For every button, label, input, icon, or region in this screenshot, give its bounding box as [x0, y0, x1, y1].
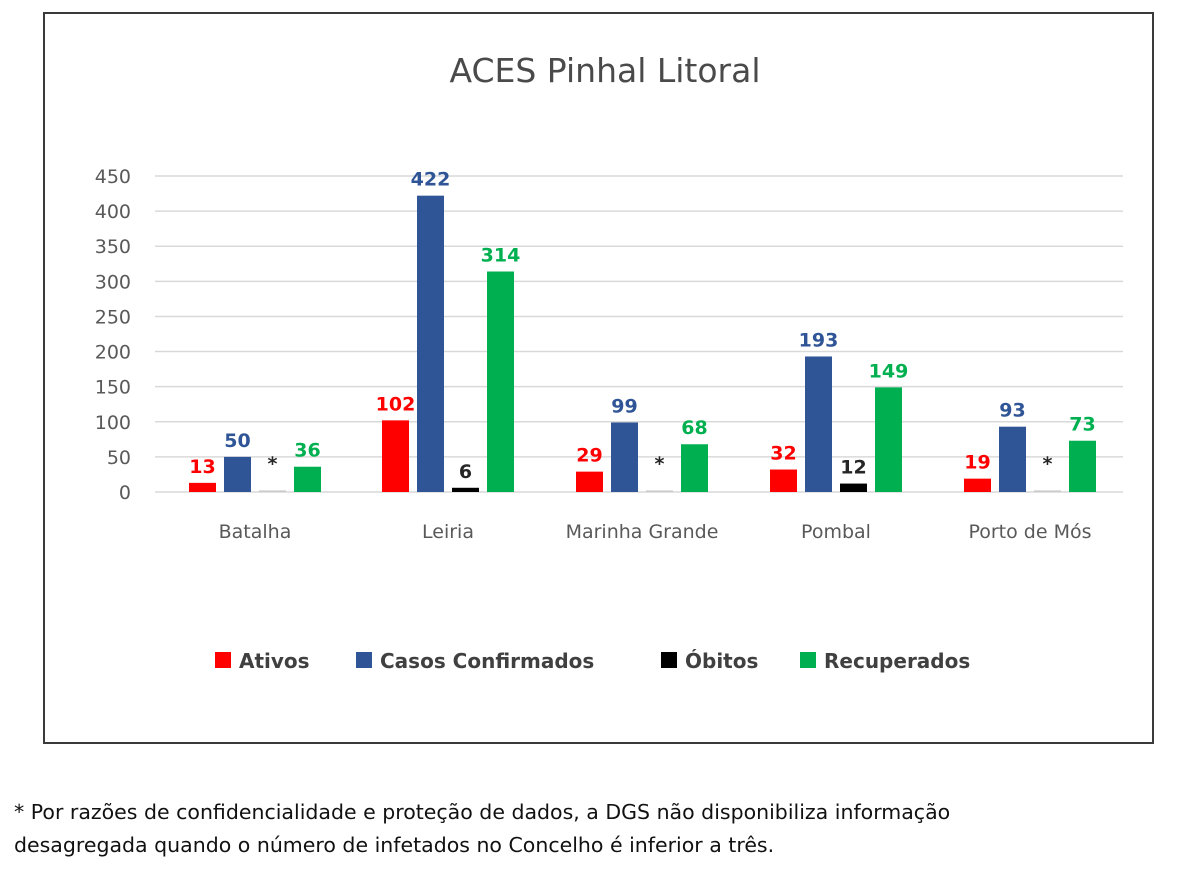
y-tick-label: 50: [107, 447, 131, 469]
data-label: *: [268, 453, 278, 475]
bar-casos-confirmados: [999, 426, 1026, 492]
bar-ativos: [382, 420, 409, 492]
bar-ativos: [964, 478, 991, 492]
bar-ativos: [576, 471, 603, 492]
data-label: 149: [869, 360, 909, 382]
bar-ativos: [770, 469, 797, 492]
data-label: *: [655, 453, 665, 475]
data-label: 19: [964, 452, 990, 474]
data-label: 12: [840, 457, 866, 479]
data-label: 32: [770, 443, 796, 465]
bar-recuperados: [487, 271, 514, 492]
x-category-label: Leiria: [422, 521, 474, 543]
data-label: 50: [224, 430, 250, 452]
bar-chart: ACES Pinhal Litoral 0 50 100 150 200 250 300 350…: [95, 51, 1123, 673]
footnote-line-2: desagregada quando o número de infetados…: [14, 833, 775, 857]
x-category-label: Marinha Grande: [566, 521, 719, 543]
y-tick-label: 400: [95, 201, 131, 223]
legend-label: Óbitos: [685, 649, 758, 673]
bar-recuperados: [681, 444, 708, 492]
data-label: 29: [576, 445, 602, 467]
legend-label: Casos Confirmados: [380, 649, 594, 673]
legend-swatch-0: [215, 652, 231, 668]
y-tick-label: 350: [95, 236, 131, 258]
data-label: 99: [611, 395, 637, 417]
data-label: 68: [681, 417, 707, 439]
bar-recuperados: [875, 387, 902, 492]
legend-swatch-1: [356, 652, 372, 668]
footnote: * Por razões de confidencialidade e prot…: [14, 796, 1184, 862]
bar-casos-confirmados: [224, 456, 251, 492]
data-label: 422: [411, 169, 451, 191]
chart-title: ACES Pinhal Litoral: [449, 51, 760, 90]
x-category-label: Porto de Mós: [968, 521, 1091, 543]
data-label: 13: [189, 456, 215, 478]
bar-recuperados: [1069, 440, 1096, 492]
data-label: *: [1043, 453, 1053, 475]
data-label: 193: [799, 329, 839, 351]
data-label: 314: [481, 245, 521, 267]
bar-casos-confirmados: [805, 356, 832, 492]
bar-recuperados: [294, 466, 321, 492]
bar-casos-confirmados: [611, 422, 638, 492]
bar-ativos: [189, 482, 216, 492]
legend-label: Recuperados: [824, 649, 970, 673]
y-tick-label: 250: [95, 306, 131, 328]
y-tick-label: 200: [95, 342, 131, 364]
chart-frame: ACES Pinhal Litoral 0 50 100 150 200 250 300 350…: [43, 12, 1154, 744]
y-tick-label: 150: [95, 377, 131, 399]
data-label: 93: [999, 400, 1025, 422]
y-tick-label: 100: [95, 412, 131, 434]
y-tick-label: 0: [119, 482, 131, 504]
legend-swatch-2: [661, 652, 677, 668]
data-label: 36: [294, 440, 320, 462]
data-label: 73: [1069, 414, 1095, 436]
bar-óbitos: [452, 487, 479, 492]
footnote-line-1: * Por razões de confidencialidade e prot…: [14, 800, 951, 824]
bar-casos-confirmados: [417, 195, 444, 492]
legend-label: Ativos: [239, 649, 310, 673]
bar-óbitos: [840, 483, 867, 492]
y-tick-label: 300: [95, 271, 131, 293]
x-category-label: Pombal: [801, 521, 871, 543]
data-label: 102: [376, 393, 416, 415]
data-label: 6: [459, 461, 472, 483]
legend-swatch-3: [800, 652, 816, 668]
y-tick-label: 450: [95, 166, 131, 188]
x-category-label: Batalha: [219, 521, 292, 543]
